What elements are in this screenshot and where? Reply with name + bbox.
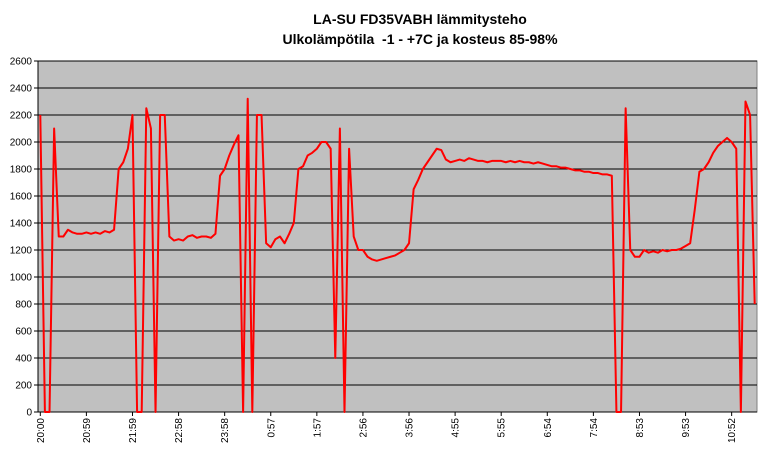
- x-tick-label: 7:54: [589, 418, 600, 438]
- y-tick-label: 1600: [10, 192, 33, 203]
- y-tick-label: 1800: [10, 165, 33, 176]
- y-tick-label: 2400: [10, 84, 33, 95]
- x-tick-label: 23:58: [220, 418, 231, 443]
- x-tick-label: 6:54: [543, 418, 554, 438]
- x-tick-label: 9:53: [681, 418, 692, 438]
- x-tick-label: 20:59: [82, 418, 93, 443]
- y-tick-label: 1200: [10, 246, 33, 257]
- x-tick-label: 10:52: [727, 418, 738, 443]
- x-tick-label: 22:58: [174, 418, 185, 443]
- y-tick-label: 400: [15, 354, 32, 365]
- x-tick-label: 4:55: [451, 418, 462, 438]
- chart-title: LA-SU FD35VABH lämmitysteho: [313, 11, 527, 27]
- y-tick-label: 2600: [10, 57, 33, 68]
- line-series: [39, 97, 756, 413]
- y-tick-label: 200: [15, 381, 32, 392]
- x-tick-label: 3:56: [405, 418, 416, 438]
- x-tick-label: 0:57: [266, 418, 277, 438]
- x-tick-label: 5:55: [497, 418, 508, 438]
- y-tick-label: 1000: [10, 273, 33, 284]
- y-tick-label: 800: [15, 300, 32, 311]
- x-tick-label: 21:59: [128, 418, 139, 443]
- x-tick-label: 20:00: [36, 418, 47, 443]
- x-tick-label: 2:56: [358, 418, 369, 438]
- x-tick-label: 1:57: [312, 418, 323, 438]
- y-tick-label: 1400: [10, 219, 33, 230]
- y-tick-label: 0: [26, 408, 32, 419]
- x-tick-label: 8:53: [635, 418, 646, 438]
- chart-subtitle: Ulkolämpötila -1 - +7C ja kosteus 85-98%: [282, 31, 558, 47]
- y-tick-label: 600: [15, 327, 32, 338]
- y-tick-label: 2200: [10, 111, 33, 122]
- y-tick-label: 2000: [10, 138, 33, 149]
